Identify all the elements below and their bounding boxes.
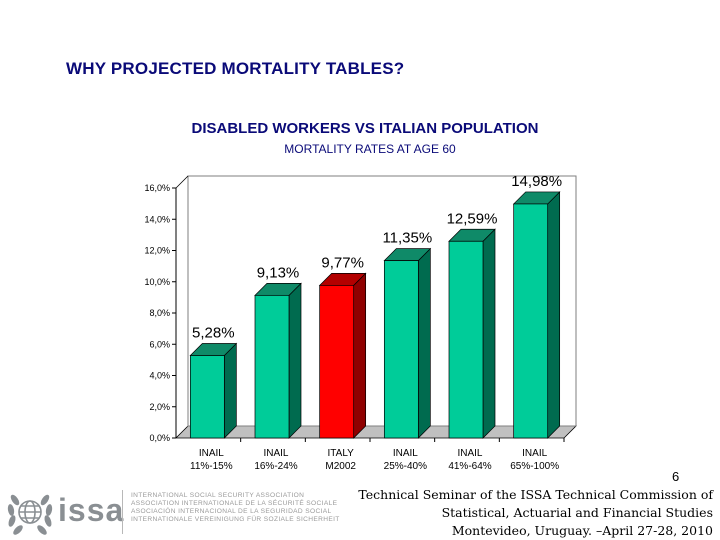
chart-subtitle: MORTALITY RATES AT AGE 60 (284, 142, 456, 156)
bar (448, 240, 484, 439)
association-names: INTERNATIONAL SOCIAL SECURITY ASSOCIATIO… (131, 492, 340, 524)
bar (383, 260, 419, 439)
x-category-label: 16%-24% (254, 461, 297, 472)
association-name-de: INTERNATIONALE VEREINIGUNG FÜR SOZIALE S… (131, 516, 340, 523)
association-name-fr: ASSOCIATION INTERNATIONALE DE LA SÉCURIT… (131, 500, 338, 507)
footer-line-1: Technical Seminar of the ISSA Technical … (358, 487, 713, 502)
y-tick-label: 12,0% (144, 246, 170, 256)
chart-back-wall (187, 175, 577, 427)
bar-side (417, 247, 431, 439)
x-category-label: ITALY (328, 448, 355, 459)
logo-divider (122, 490, 123, 534)
x-category-label: INAIL (199, 448, 224, 459)
data-label: 9,77% (321, 254, 364, 271)
bar-side (353, 272, 367, 439)
bar-side (223, 342, 237, 439)
x-category-label: INAIL (522, 448, 547, 459)
chart-title: DISABLED WORKERS VS ITALIAN POPULATION (191, 120, 539, 137)
y-tick-label: 10,0% (144, 277, 170, 287)
bar-highlighted (319, 284, 355, 439)
x-category-label: 11%-15% (190, 461, 233, 472)
footer-citation: Technical Seminar of the ISSA Technical … (358, 486, 713, 540)
association-name-en: INTERNATIONAL SOCIAL SECURITY ASSOCIATIO… (131, 492, 305, 499)
footer-line-3: Montevideo, Uruguay. –April 27-28, 2010 (451, 523, 713, 538)
x-category-label: INAIL (263, 448, 288, 459)
y-tick-label: 16,0% (144, 183, 170, 193)
x-category-label: 65%-100% (510, 461, 559, 472)
globe-emblem-icon (7, 494, 53, 535)
data-label: 5,28% (192, 325, 235, 342)
bar-side (288, 282, 302, 439)
issa-logo: issa INTERNATIONAL SOCIAL SECURITY ASSOC… (0, 486, 339, 540)
x-category-label: M2002 (325, 461, 356, 472)
data-label: 9,13% (257, 264, 300, 281)
x-category-label: 25%-40% (384, 461, 427, 472)
bar (189, 355, 225, 439)
x-category-label: INAIL (457, 448, 482, 459)
y-tick-label: 2,0% (149, 402, 170, 412)
x-category-label: 41%-64% (448, 461, 491, 472)
data-label: 11,35% (382, 230, 432, 247)
y-tick-label: 14,0% (144, 214, 170, 224)
association-name-es: ASOCIACIÓN INTERNACIONAL DE LA SEGURIDAD… (131, 508, 332, 515)
slide-title: WHY PROJECTED MORTALITY TABLES? (66, 59, 405, 78)
y-tick-label: 0,0% (149, 433, 170, 443)
page-number: 6 (672, 469, 680, 484)
bar-side (547, 191, 561, 439)
x-category-label: INAIL (393, 448, 418, 459)
y-tick-label: 4,0% (149, 371, 170, 381)
y-tick-label: 6,0% (149, 339, 170, 349)
bar-chart: 0,0% 2,0% 4,0% 6,0% 8,0% 10,0% 12,0% 14,0% 16,0%… (144, 173, 577, 472)
data-label: 14,98% (511, 173, 562, 190)
y-tick-label: 8,0% (149, 308, 170, 318)
issa-wordmark: issa (58, 492, 125, 528)
y-axis-depth-line (175, 175, 189, 189)
bar (513, 203, 549, 439)
bar-side (482, 228, 496, 439)
data-label: 12,59% (447, 210, 498, 227)
footer-line-2: Statistical, Actuarial and Financial Stu… (441, 505, 713, 520)
bar (254, 294, 290, 439)
